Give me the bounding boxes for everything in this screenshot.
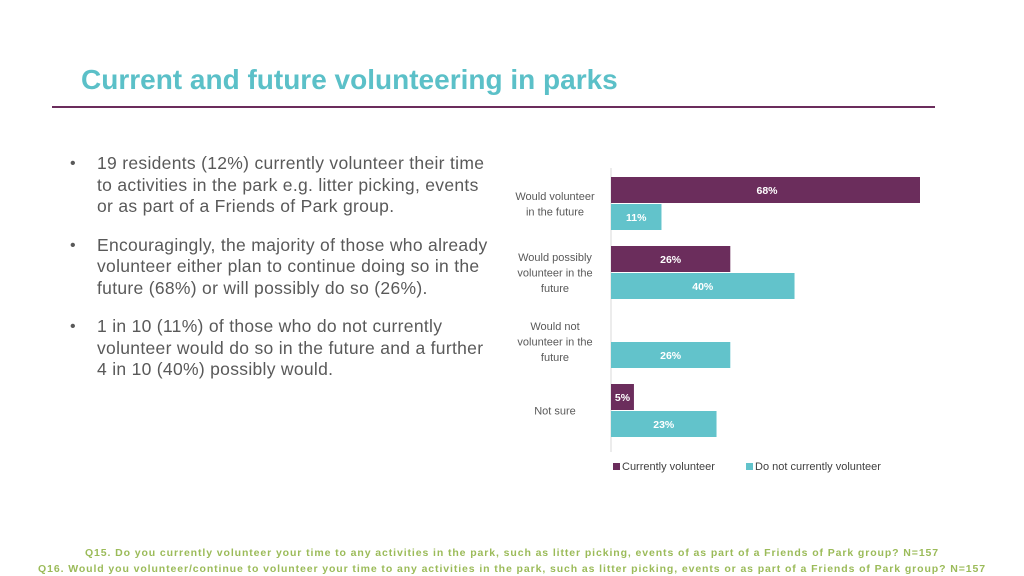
bar-currently-volunteer	[611, 177, 920, 203]
footnote-q16: Q16. Would you volunteer/continue to vol…	[38, 563, 986, 575]
data-label: 26%	[660, 254, 682, 266]
category-label-line: Would possibly	[518, 252, 592, 264]
category-label: Would volunteer in the future	[515, 191, 595, 219]
bullet-text: Encouragingly, the majority of those who…	[97, 234, 488, 298]
bullet-item: • 1 in 10 (11%) of those who do not curr…	[70, 316, 490, 381]
data-label: 5%	[615, 392, 631, 404]
volunteering-bar-chart: Would volunteer in the future 68% 11% Would …	[515, 168, 920, 473]
bullet-list: • 19 residents (12%) currently volunteer…	[70, 153, 490, 398]
bullet-text: 19 residents (12%) currently volunteer t…	[97, 153, 485, 216]
bar-currently-volunteer	[611, 384, 634, 410]
data-label: 26%	[660, 350, 682, 362]
legend-swatch	[746, 463, 753, 470]
legend-label: Currently volunteer	[622, 461, 715, 473]
data-label: 40%	[692, 281, 714, 293]
bar-not-currently-volunteer	[611, 342, 731, 368]
bar-currently-volunteer	[611, 246, 731, 272]
bullet-icon: •	[70, 236, 76, 254]
bullet-text: 1 in 10 (11%) of those who do not curren…	[97, 316, 484, 379]
data-label: 68%	[756, 185, 778, 197]
data-label: 11%	[626, 212, 647, 224]
bar-not-currently-volunteer	[611, 204, 662, 230]
bar-not-currently-volunteer	[611, 273, 795, 299]
bar-not-currently-volunteer	[611, 411, 717, 437]
category-label-line: future	[541, 283, 569, 295]
bullet-item: • 19 residents (12%) currently volunteer…	[70, 153, 490, 218]
bullet-icon: •	[70, 155, 76, 172]
legend-swatch	[613, 463, 620, 470]
category-label-line: Would not	[530, 321, 579, 333]
category-label: Would not volunteer in the future	[517, 321, 592, 364]
category-label-line: in the future	[526, 206, 584, 218]
category-label-line: volunteer in the	[517, 337, 592, 349]
data-label: 23%	[653, 419, 675, 431]
bullet-item: • Encouragingly, the majority of those w…	[70, 235, 490, 300]
title-divider	[52, 106, 935, 108]
category-label: Would possibly volunteer in the future	[517, 252, 592, 295]
category-label-line: volunteer in the	[517, 268, 592, 280]
category-label: Not sure	[534, 406, 576, 418]
page-title: Current and future volunteering in parks	[81, 64, 618, 95]
category-label-line: future	[541, 352, 569, 364]
footnote-q15: Q15. Do you currently volunteer your tim…	[84, 547, 940, 559]
bullet-icon: •	[70, 318, 76, 335]
legend-label: Do not currently volunteer	[755, 461, 881, 473]
category-label-line: Would volunteer	[515, 191, 595, 203]
category-label-line: Not sure	[534, 406, 576, 418]
